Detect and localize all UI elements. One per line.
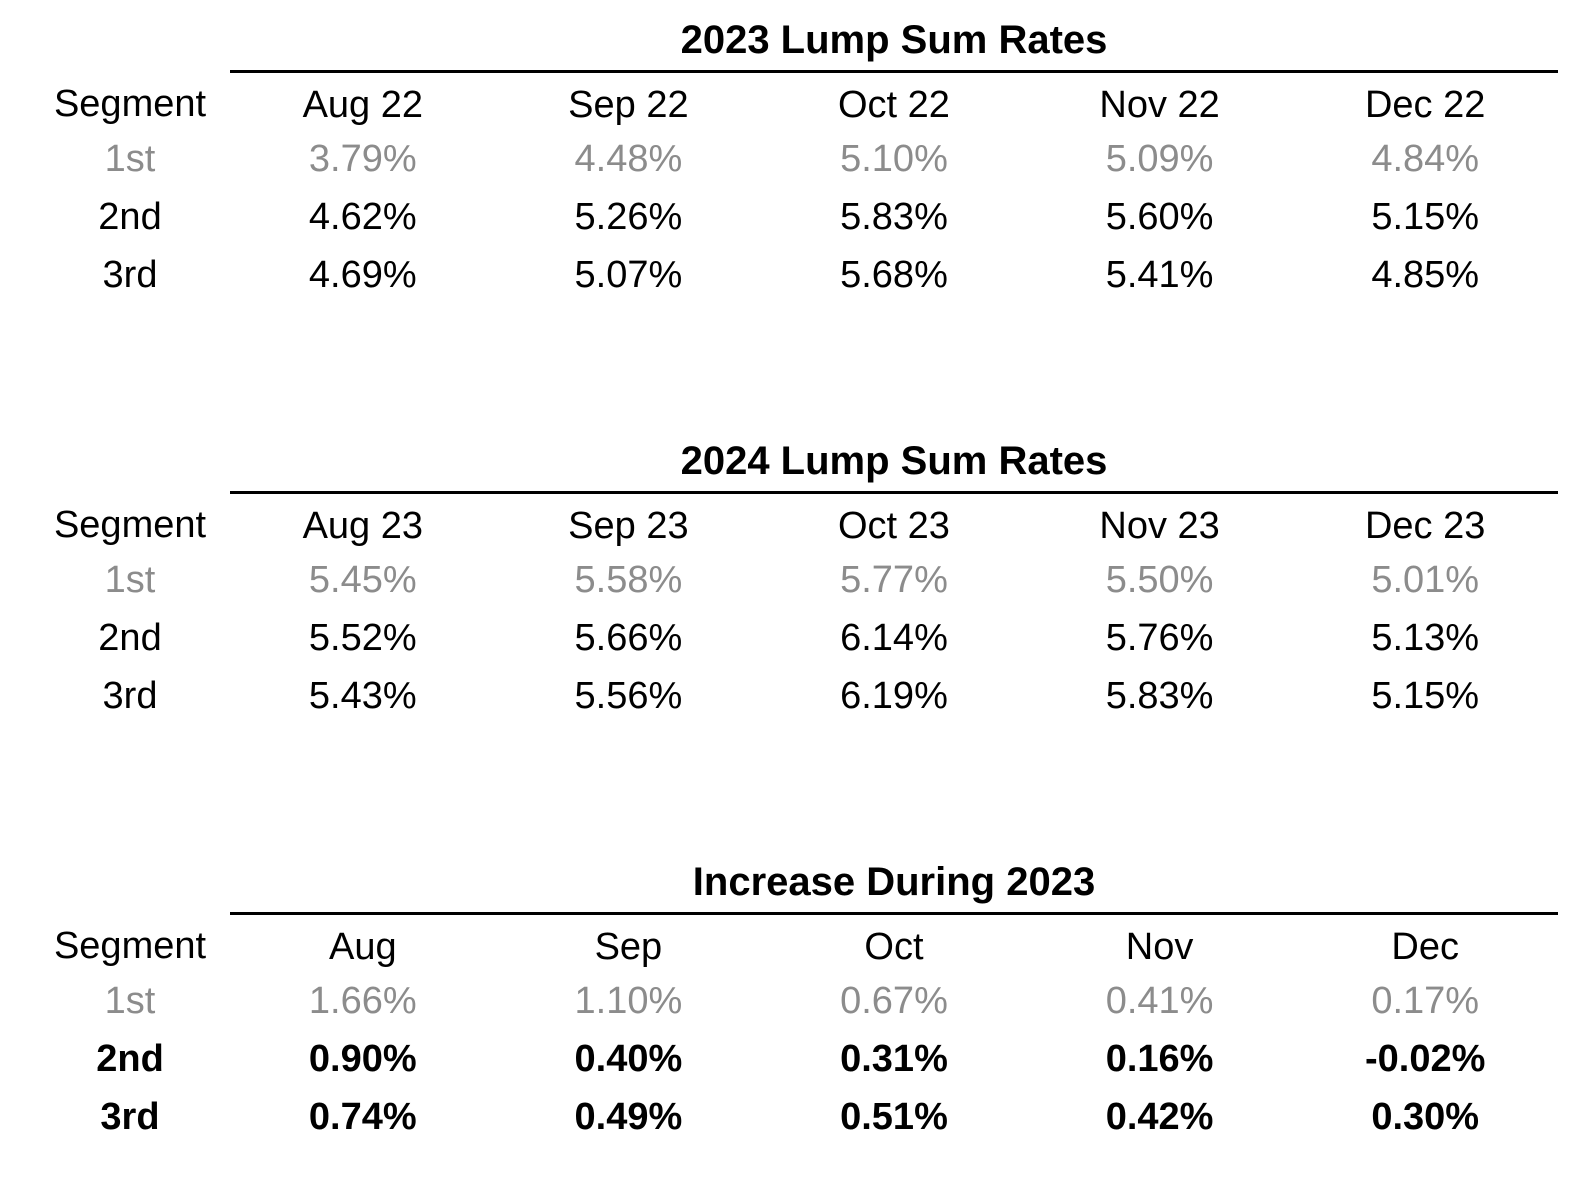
segment-label: 2nd: [96, 1038, 164, 1081]
rate-cell: 0.31%: [840, 1038, 948, 1081]
rate-cell: 5.09%: [1105, 138, 1214, 181]
title-spacer: [30, 858, 230, 914]
table-row-3rd: 3rd 5.43% 5.56% 6.19% 5.83% 5.15%: [30, 668, 1558, 726]
table-title: 2023 Lump Sum Rates: [230, 16, 1558, 73]
column-header: Aug 22: [302, 84, 424, 127]
rate-cell: 0.17%: [1371, 980, 1480, 1023]
table-row-1st: 1st 1.66% 1.10% 0.67% 0.41% 0.17%: [30, 973, 1558, 1031]
column-header: Aug: [328, 926, 397, 969]
table-2024-lump-sum-rates: 2024 Lump Sum Rates Segment Aug 23 Sep 2…: [30, 437, 1558, 726]
table-row-2nd: 2nd 0.90% 0.40% 0.31% 0.16% -0.02%: [30, 1031, 1558, 1089]
table-row-1st: 1st 5.45% 5.58% 5.77% 5.50% 5.01%: [30, 552, 1558, 610]
column-header: Oct 22: [838, 84, 950, 127]
rate-cell: 5.26%: [574, 196, 683, 239]
segment-label: 3rd: [102, 254, 158, 297]
column-header: Dec: [1391, 926, 1459, 969]
header-row: Segment Aug 23 Sep 23 Oct 23 Nov 23 Dec …: [30, 493, 1558, 553]
column-header: Nov 23: [1099, 505, 1220, 548]
column-header: Sep: [594, 926, 663, 969]
rate-cell: 5.66%: [574, 617, 683, 660]
table-row-2nd: 2nd 4.62% 5.26% 5.83% 5.60% 5.15%: [30, 189, 1558, 247]
rate-cell: 4.62%: [308, 196, 417, 239]
rate-cell: 0.41%: [1105, 980, 1214, 1023]
title-row: 2023 Lump Sum Rates: [30, 16, 1558, 73]
segment-column-header: Segment: [53, 83, 207, 126]
rate-cell: 5.50%: [1105, 559, 1214, 602]
rate-cell: 5.58%: [574, 559, 683, 602]
segment-column-header: Segment: [53, 925, 207, 968]
segment-label: 1st: [104, 559, 156, 602]
segment-label: 3rd: [102, 675, 158, 718]
rate-cell: 1.10%: [574, 980, 683, 1023]
rate-cell: 0.90%: [308, 1038, 417, 1081]
rate-cell: 5.56%: [574, 675, 683, 718]
table-2023-lump-sum-rates: 2023 Lump Sum Rates Segment Aug 22 Sep 2…: [30, 16, 1558, 305]
column-header: Aug 23: [302, 505, 424, 548]
rate-cell: 1.66%: [308, 980, 417, 1023]
rate-cell: 5.13%: [1371, 617, 1480, 660]
rate-cell: 0.30%: [1371, 1096, 1480, 1139]
rate-cell: 5.07%: [574, 254, 683, 297]
segment-label: 3rd: [100, 1096, 160, 1139]
rate-cell: 5.76%: [1105, 617, 1214, 660]
column-header: Dec 22: [1364, 84, 1486, 127]
rate-cell: 5.41%: [1105, 254, 1214, 297]
segment-column-header: Segment: [53, 504, 207, 547]
rate-cell: 5.01%: [1371, 559, 1480, 602]
rate-cell: 6.19%: [840, 675, 948, 718]
rate-cell: 0.74%: [308, 1096, 417, 1139]
segment-label: 2nd: [98, 196, 162, 239]
rate-cell: 0.40%: [574, 1038, 683, 1081]
rate-cell: 4.48%: [574, 138, 683, 181]
rate-cell: 5.83%: [1105, 675, 1214, 718]
rate-cell: 0.42%: [1105, 1096, 1214, 1139]
rate-cell: 4.85%: [1371, 254, 1480, 297]
table-row-1st: 1st 3.79% 4.48% 5.10% 5.09% 4.84%: [30, 131, 1558, 189]
rate-cell: 5.15%: [1371, 675, 1480, 718]
rate-cell: 0.51%: [840, 1096, 948, 1139]
rate-cell: 0.67%: [840, 980, 948, 1023]
column-header: Sep 22: [568, 84, 689, 127]
title-row: 2024 Lump Sum Rates: [30, 437, 1558, 494]
column-header: Oct: [864, 926, 924, 969]
segment-label: 1st: [104, 138, 156, 181]
table-row-3rd: 3rd 0.74% 0.49% 0.51% 0.42% 0.30%: [30, 1089, 1558, 1147]
rate-cell: 0.16%: [1105, 1038, 1214, 1081]
rate-cell: 5.10%: [840, 138, 948, 181]
title-row: Increase During 2023: [30, 858, 1558, 915]
column-header: Sep 23: [568, 505, 689, 548]
rate-cell: 5.68%: [840, 254, 948, 297]
table-row-2nd: 2nd 5.52% 5.66% 6.14% 5.76% 5.13%: [30, 610, 1558, 668]
rate-cell: 5.77%: [840, 559, 948, 602]
header-row: Segment Aug 22 Sep 22 Oct 22 Nov 22 Dec …: [30, 72, 1558, 132]
rate-cell: 4.69%: [308, 254, 417, 297]
rate-cell: 6.14%: [840, 617, 948, 660]
segment-label: 2nd: [98, 617, 162, 660]
rate-cell: 5.52%: [308, 617, 417, 660]
table-title: Increase During 2023: [230, 858, 1558, 915]
rate-cell: -0.02%: [1364, 1038, 1486, 1081]
column-header: Nov 22: [1099, 84, 1220, 127]
column-header: Oct 23: [838, 505, 950, 548]
rate-cell: 5.83%: [840, 196, 948, 239]
rate-cell: 5.15%: [1371, 196, 1480, 239]
title-spacer: [30, 437, 230, 493]
column-header: Dec 23: [1364, 505, 1486, 548]
rate-cell: 4.84%: [1371, 138, 1480, 181]
rate-cell: 0.49%: [574, 1096, 683, 1139]
rate-cell: 5.60%: [1105, 196, 1214, 239]
table-row-3rd: 3rd 4.69% 5.07% 5.68% 5.41% 4.85%: [30, 247, 1558, 305]
rate-cell: 5.45%: [308, 559, 417, 602]
title-spacer: [30, 16, 230, 72]
header-row: Segment Aug Sep Oct Nov Dec: [30, 914, 1558, 974]
rate-cell: 3.79%: [308, 138, 417, 181]
rate-cell: 5.43%: [308, 675, 417, 718]
segment-label: 1st: [104, 980, 156, 1023]
column-header: Nov: [1125, 926, 1194, 969]
table-increase-during-2023: Increase During 2023 Segment Aug Sep Oct…: [30, 858, 1558, 1147]
table-title: 2024 Lump Sum Rates: [230, 437, 1558, 494]
